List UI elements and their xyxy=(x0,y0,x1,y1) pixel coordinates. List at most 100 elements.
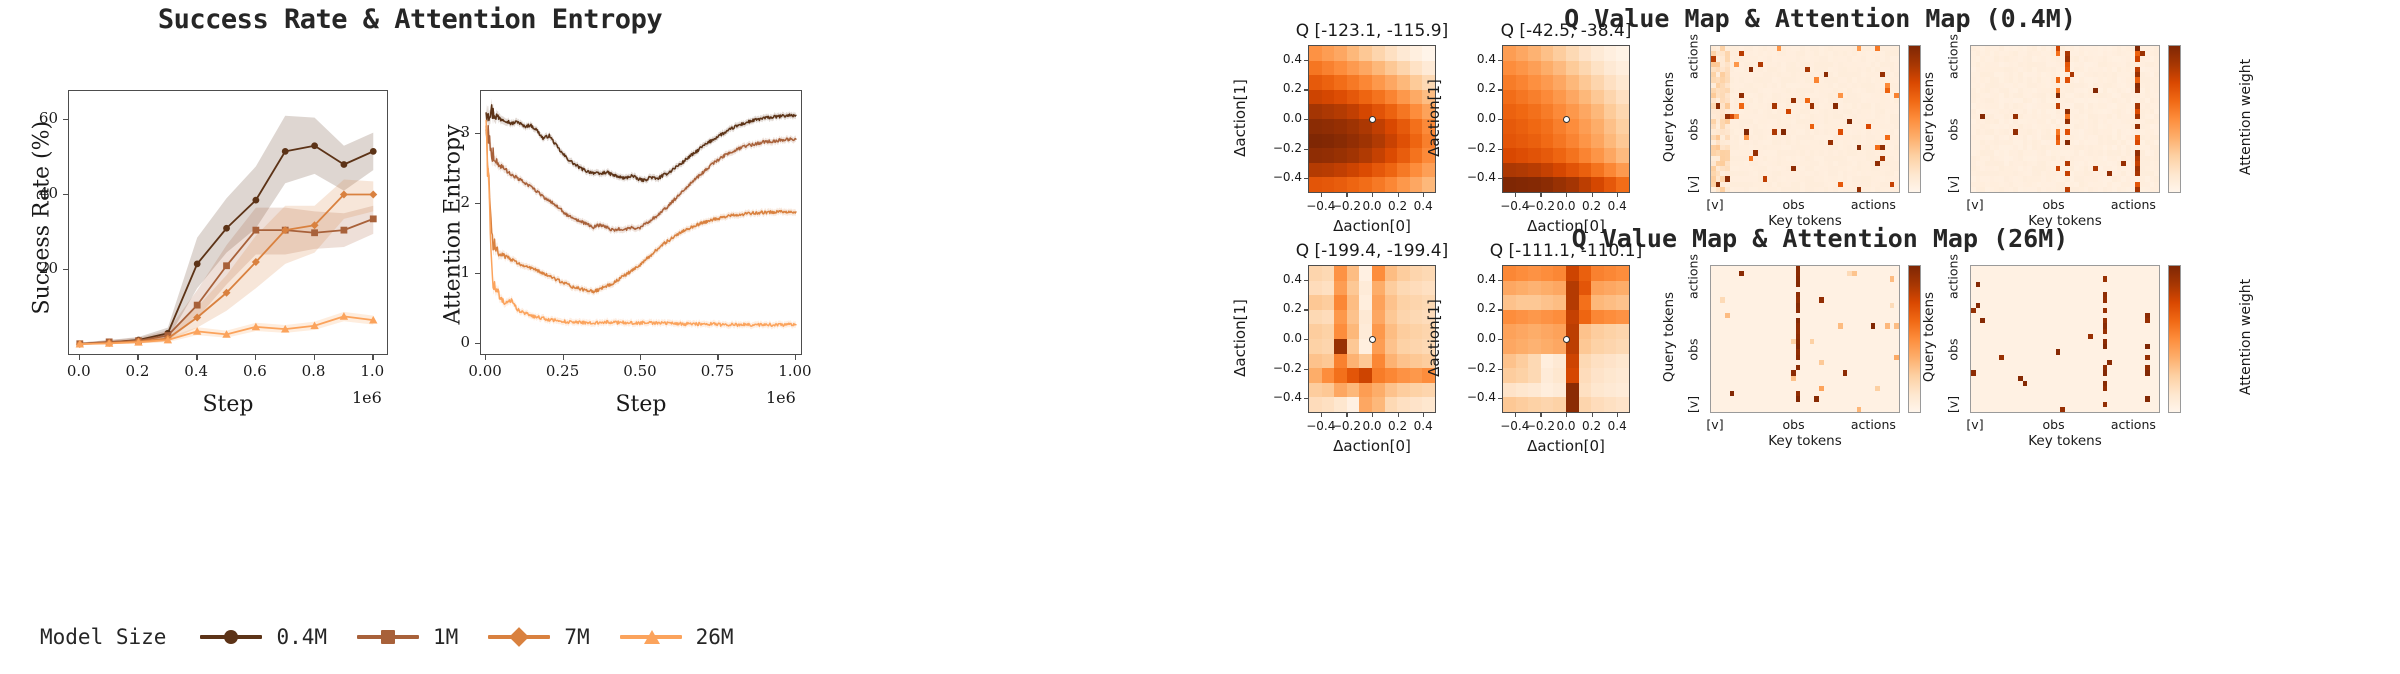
attention-cell xyxy=(1786,171,1791,177)
q-cell xyxy=(1591,133,1604,149)
q-cell xyxy=(1578,266,1592,281)
attention-cell xyxy=(2088,307,2094,313)
attention-cell xyxy=(2126,281,2131,287)
attention-cell xyxy=(2116,139,2122,146)
legend-item-0-4m[interactable]: 0.4M xyxy=(200,625,327,649)
attention-cell xyxy=(2069,176,2075,182)
attention-cell xyxy=(1866,82,1871,88)
attention-cell xyxy=(2036,155,2042,161)
attention-cell xyxy=(2111,134,2117,140)
attention-cell xyxy=(2140,186,2145,192)
attention-cell xyxy=(1819,165,1824,172)
attention-cell xyxy=(1819,406,1824,412)
q-cell xyxy=(1409,280,1423,296)
attention-cell xyxy=(2144,266,2150,272)
attention-cell xyxy=(1847,276,1852,282)
tick-mark xyxy=(1591,413,1593,417)
legend-item-1m[interactable]: 1M xyxy=(357,625,458,649)
attention-cell xyxy=(1809,165,1815,172)
attention-cell xyxy=(2154,155,2159,161)
attention-cell xyxy=(1837,113,1843,119)
attention-cell xyxy=(2149,339,2155,345)
attention-cell xyxy=(1856,286,1862,293)
attention-cell xyxy=(1823,276,1829,282)
attention-cell xyxy=(1875,181,1881,187)
attention-cell xyxy=(2013,396,2018,402)
attention-cell xyxy=(1823,271,1829,277)
attention-cell xyxy=(1729,171,1735,177)
attention-cell xyxy=(1795,292,1801,298)
attention-cell xyxy=(1715,134,1721,140)
attention-cell xyxy=(1729,266,1735,272)
attention-cell xyxy=(2144,61,2150,67)
q-cell xyxy=(1553,280,1566,296)
attention-cell xyxy=(2008,333,2014,339)
attention-cell xyxy=(1861,129,1867,135)
q-cell xyxy=(1409,46,1423,61)
attention-cell xyxy=(1866,286,1871,293)
attention-cell xyxy=(2074,286,2080,293)
attention-cell xyxy=(2116,129,2122,135)
legend-item-7m[interactable]: 7M xyxy=(488,625,590,649)
attention-cell xyxy=(1994,82,2000,88)
attention-cell xyxy=(1884,82,1890,88)
q-cell xyxy=(1566,295,1579,310)
attention-cell xyxy=(1894,271,1899,277)
attention-cell xyxy=(1748,124,1754,130)
q-cell xyxy=(1553,295,1566,310)
legend-item-26m[interactable]: 26M xyxy=(619,625,734,649)
q-cell xyxy=(1603,382,1617,398)
attention-cell xyxy=(1985,66,1990,73)
tick-mark xyxy=(475,132,480,134)
attention-cell xyxy=(2140,370,2145,376)
attention-cell xyxy=(1842,286,1848,293)
attention-cell xyxy=(2060,72,2065,78)
attention-cell xyxy=(1875,176,1881,182)
attention-cell xyxy=(2111,344,2117,350)
attention-cell xyxy=(1866,176,1871,182)
attention-cell xyxy=(2022,51,2028,57)
attention-cell xyxy=(2064,281,2070,287)
q-cell xyxy=(1397,133,1410,149)
attention-cell xyxy=(2055,176,2061,182)
attention-cell xyxy=(1828,103,1834,109)
attention-cell xyxy=(1842,46,1848,52)
attention-x-axis-label: Key tokens xyxy=(1768,433,1842,449)
attention-cell xyxy=(1814,266,1820,272)
attention-cell xyxy=(1809,401,1815,407)
attention-cell xyxy=(1861,370,1867,376)
attention-cell xyxy=(1814,160,1820,166)
attention-cell xyxy=(2107,150,2112,156)
attention-cell xyxy=(1980,307,1986,313)
attention-cell xyxy=(2060,51,2065,57)
attention-cell xyxy=(1800,328,1805,334)
q-cell xyxy=(1346,353,1360,369)
attention-cell xyxy=(1781,113,1787,119)
q-cell xyxy=(1578,162,1592,178)
attention-cell xyxy=(1757,181,1763,187)
attention-cell xyxy=(2060,129,2065,135)
attention-cell xyxy=(2060,302,2065,308)
attention-cell xyxy=(1786,349,1791,355)
attention-cell xyxy=(1762,103,1768,109)
attention-cell xyxy=(1823,344,1829,350)
attention-cell xyxy=(1994,145,2000,151)
attention-cell xyxy=(1985,370,1990,376)
attention-y-tick-actions: actions xyxy=(1685,254,1701,299)
attention-cell xyxy=(1985,160,1990,166)
attention-cell xyxy=(2083,108,2089,114)
attention-cell xyxy=(2088,375,2094,381)
attention-cell xyxy=(2111,72,2117,78)
attention-cell xyxy=(1880,92,1885,99)
attention-cell xyxy=(1720,176,1726,182)
attention-cell xyxy=(1725,171,1730,177)
y-tick-label: 20 xyxy=(38,258,58,277)
attention-cell xyxy=(2107,359,2112,366)
q-cell xyxy=(1346,60,1360,76)
attention-cell xyxy=(1720,46,1726,52)
q-map-y-tick-label: 0.0 xyxy=(1476,111,1496,125)
y-tick-label: 3 xyxy=(460,122,470,141)
attention-cell xyxy=(2046,333,2051,339)
attention-cell xyxy=(1715,66,1721,73)
q-cell xyxy=(1528,177,1541,192)
